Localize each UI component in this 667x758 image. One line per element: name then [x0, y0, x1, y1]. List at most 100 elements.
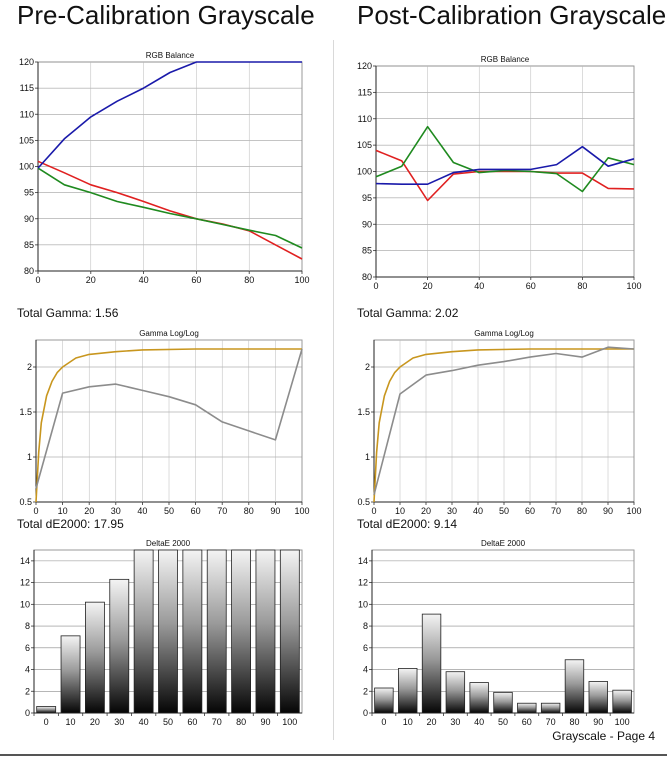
y-tick-label: 105: [357, 140, 372, 150]
y-tick-label: 95: [24, 188, 34, 198]
x-tick-label: 20: [421, 506, 431, 516]
y-tick-label: 115: [20, 83, 34, 93]
bar: [612, 689, 632, 714]
x-tick-label: 50: [163, 717, 173, 727]
bar: [36, 706, 57, 714]
bar: [85, 601, 105, 714]
x-tick-label: 70: [546, 717, 556, 727]
chart-title: DeltaE 2000: [481, 539, 526, 548]
x-tick-label: 60: [191, 275, 201, 285]
pre-calibration-title: Pre-Calibration Grayscale: [17, 0, 315, 30]
x-tick-label: 0: [33, 506, 38, 516]
y-tick-label: 120: [19, 57, 34, 67]
x-tick-label: 60: [522, 717, 532, 727]
x-tick-label: 40: [139, 275, 149, 285]
bar: [421, 613, 442, 714]
chart-title: Gamma Log/Log: [139, 329, 199, 338]
y-tick-label: 12: [358, 578, 368, 588]
x-tick-label: 80: [244, 506, 254, 516]
x-tick-label: 20: [86, 275, 96, 285]
series-measured-line: [373, 346, 635, 495]
y-tick-label: 0: [363, 708, 368, 718]
y-tick-label: 90: [362, 219, 372, 229]
series-target-line: [373, 348, 634, 503]
y-tick-label: 0.5: [357, 497, 370, 507]
x-tick-label: 80: [577, 506, 587, 516]
column-divider: [333, 40, 334, 740]
x-tick-label: 40: [474, 717, 484, 727]
y-tick-label: 115: [358, 87, 372, 97]
y-tick-label: 100: [357, 167, 372, 177]
bar: [60, 635, 81, 714]
x-tick-label: 40: [473, 506, 483, 516]
y-tick-label: 4: [363, 665, 368, 675]
y-tick-label: 80: [24, 266, 34, 276]
x-tick-label: 90: [260, 717, 270, 727]
y-tick-label: 85: [362, 246, 372, 256]
x-tick-label: 10: [66, 717, 76, 727]
x-tick-label: 60: [525, 506, 535, 516]
x-tick-label: 80: [244, 275, 254, 285]
post-gamma-chart: Gamma Log/Log 0.5 1 1.5 2 0 10 20 30 40 50 60 70 80 90…: [346, 326, 651, 521]
y-tick-label: 4: [25, 665, 30, 675]
chart-title: DeltaE 2000: [146, 539, 191, 548]
y-tick-label: 1.5: [19, 407, 32, 417]
x-tick-label: 30: [450, 717, 460, 727]
y-tick-label: 10: [20, 599, 30, 609]
chart-title: RGB Balance: [146, 51, 195, 60]
pre-rgb-balance-chart: RGB Balance 80 85 90 95 100 105 110 115 120 0 20 40 6…: [8, 48, 318, 293]
x-tick-label: 20: [84, 506, 94, 516]
x-tick-label: 30: [447, 506, 457, 516]
y-tick-label: 1.5: [357, 407, 370, 417]
bar: [279, 549, 300, 714]
y-tick-label: 14: [358, 556, 368, 566]
x-tick-label: 40: [139, 717, 149, 727]
x-tick-label: 0: [44, 717, 49, 727]
x-tick-label: 100: [294, 275, 309, 285]
x-tick-label: 0: [371, 506, 376, 516]
x-tick-label: 100: [626, 506, 641, 516]
y-tick-label: 90: [24, 214, 34, 224]
y-tick-label: 120: [357, 61, 372, 71]
y-tick-label: 8: [25, 621, 30, 631]
series-target-line: [35, 348, 302, 503]
x-tick-label: 60: [187, 717, 197, 727]
y-tick-label: 12: [20, 578, 30, 588]
bar: [445, 671, 466, 714]
x-tick-label: 90: [593, 717, 603, 727]
series-green-line: [37, 167, 303, 249]
x-tick-label: 60: [191, 506, 201, 516]
x-tick-label: 70: [551, 506, 561, 516]
x-tick-label: 30: [111, 506, 121, 516]
y-tick-label: 0.5: [19, 497, 32, 507]
x-tick-label: 50: [499, 506, 509, 516]
x-tick-label: 100: [615, 717, 630, 727]
x-tick-label: 10: [395, 506, 405, 516]
bar: [133, 549, 154, 714]
x-tick-label: 100: [626, 281, 641, 291]
x-tick-label: 20: [423, 281, 433, 291]
post-rgb-balance-chart: RGB Balance 80 85 90 95 100 105 110 115 120 0 20 40 6…: [346, 52, 651, 297]
x-tick-label: 0: [35, 275, 40, 285]
y-tick-label: 8: [363, 621, 368, 631]
bar: [206, 549, 227, 714]
bar: [231, 549, 251, 714]
series-green-line: [375, 125, 635, 193]
x-tick-label: 90: [603, 506, 613, 516]
y-tick-label: 110: [358, 114, 372, 124]
y-tick-label: 85: [24, 240, 34, 250]
post-total-de2000: Total dE2000: 9.14: [357, 517, 458, 531]
footer-rule: [0, 754, 667, 756]
y-tick-label: 100: [19, 162, 34, 172]
y-tick-label: 2: [25, 686, 30, 696]
x-tick-label: 90: [270, 506, 280, 516]
chart-title: Gamma Log/Log: [474, 329, 534, 338]
x-tick-label: 100: [294, 506, 309, 516]
y-tick-label: 6: [363, 643, 368, 653]
x-tick-label: 70: [212, 717, 222, 727]
bar: [182, 549, 203, 714]
x-tick-label: 70: [217, 506, 227, 516]
y-tick-label: 105: [19, 135, 34, 145]
bar: [469, 682, 489, 714]
bar: [588, 681, 608, 714]
